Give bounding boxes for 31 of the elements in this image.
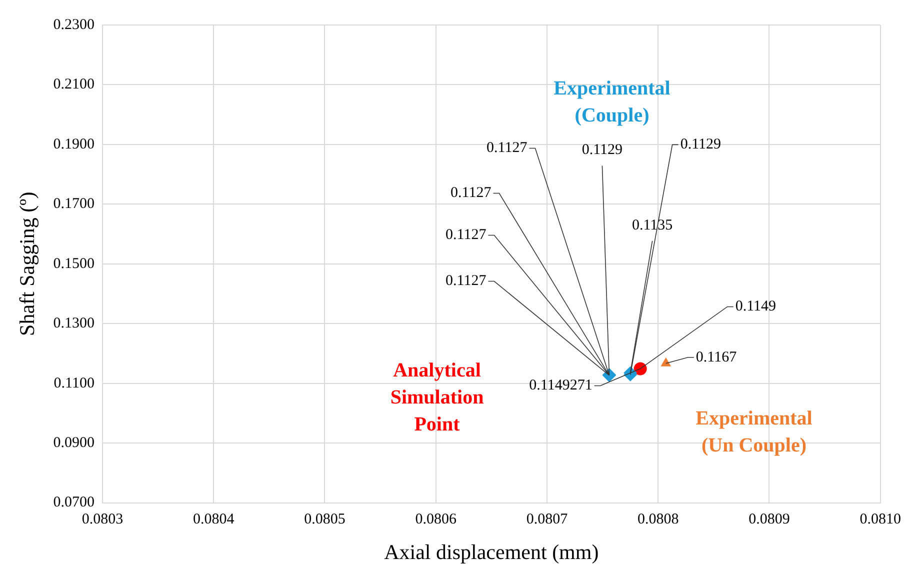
y-tick-label: 0.1300 — [53, 316, 94, 332]
y-tick-label: 0.2300 — [53, 16, 94, 33]
text: Analytical Simulation Point — [390, 360, 484, 436]
annotation: 0.1127 — [450, 185, 492, 202]
annotation: 0.1167 — [696, 349, 738, 366]
y-tick-label: 0.1900 — [53, 136, 94, 152]
annotation: 0.1149271 — [529, 378, 592, 394]
x-tick-label: 0.0805 — [304, 512, 346, 528]
annotation: 0.1127 — [486, 140, 528, 156]
y-tick-label: 0.0700 — [53, 494, 94, 511]
y-tick-label: 0.0900 — [53, 435, 94, 452]
y-tick-label: 0.1100 — [54, 375, 94, 392]
y-axis-title: Shaft Sagging (º) — [15, 192, 40, 336]
annotation: 0.1149 — [735, 298, 776, 315]
x-tick-label: 0.0810 — [860, 512, 901, 528]
x-tick-label: 0.0808 — [637, 512, 679, 528]
annotation: 0.1129 — [680, 136, 722, 153]
y-tick-label: 0.2100 — [53, 76, 94, 93]
x-tick-label: 0.0806 — [415, 512, 457, 528]
x-tick-label: 0.0809 — [748, 512, 790, 528]
annotation: 0.1129 — [582, 142, 623, 158]
x-tick-label: 0.0803 — [82, 512, 124, 528]
x-tick-label: 0.0807 — [526, 512, 568, 528]
x-axis-title: Axial displacement (mm) — [384, 540, 599, 564]
text: Experimental (Un Couple) — [696, 407, 813, 456]
x-tick-label: 0.0804 — [192, 512, 235, 528]
text: Experimental (Couple) — [554, 77, 671, 126]
annotation: 0.1127 — [446, 227, 487, 244]
y-tick-label: 0.1500 — [53, 256, 94, 272]
annotation: 0.1127 — [446, 273, 487, 290]
y-tick-label: 0.1700 — [53, 196, 94, 212]
